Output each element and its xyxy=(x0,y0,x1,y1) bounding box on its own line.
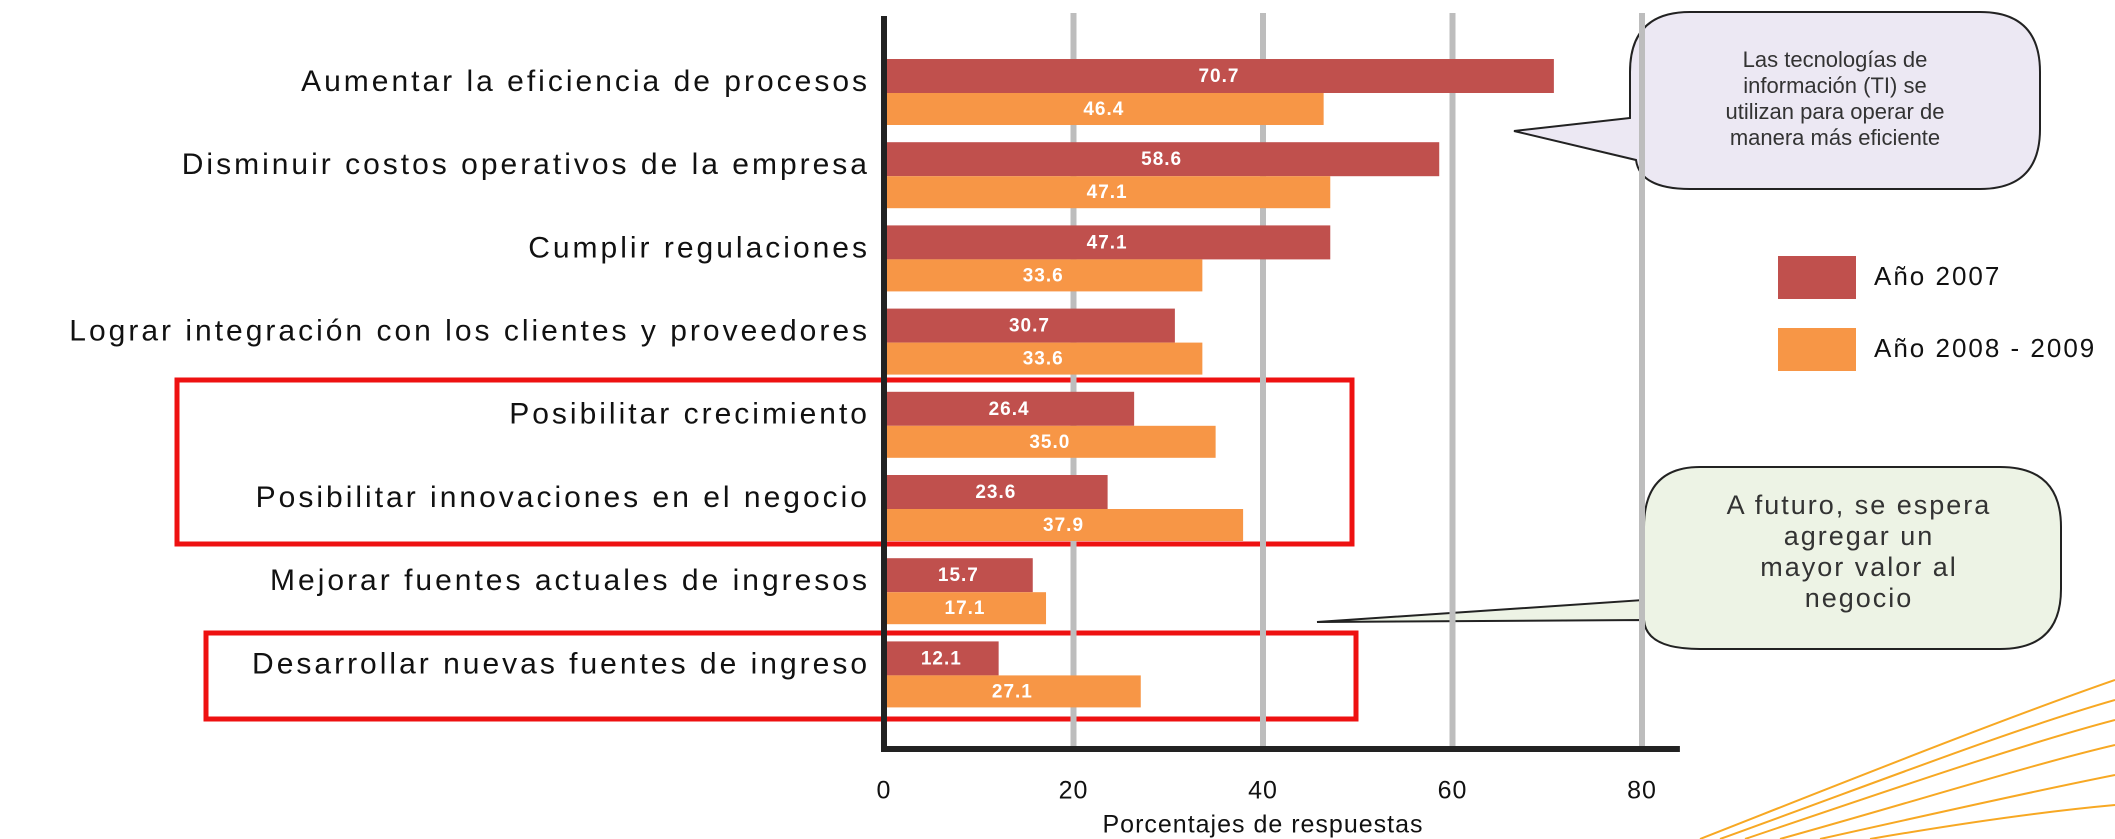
value-label: 70.7 xyxy=(1198,66,1239,87)
category-label: Posibilitar crecimiento xyxy=(509,398,870,431)
x-axis-title: Porcentajes de respuestas xyxy=(1102,811,1423,839)
legend-swatch xyxy=(1778,256,1856,299)
x-tick-label: 0 xyxy=(877,777,892,805)
value-label: 47.1 xyxy=(1087,232,1128,253)
value-label: 12.1 xyxy=(921,648,962,669)
legend-label: Año 2008 - 2009 xyxy=(1874,333,2096,363)
callout-text: Las tecnologías de xyxy=(1743,47,1928,72)
value-label: 33.6 xyxy=(1023,349,1064,370)
value-label: 47.1 xyxy=(1087,182,1128,203)
value-label: 30.7 xyxy=(1009,316,1050,337)
callout-text: A futuro, se espera xyxy=(1727,490,1992,520)
value-label: 17.1 xyxy=(945,598,986,619)
chart: 0 20 40 60 80 Porcentajes de respuestas Aument… xyxy=(0,0,2115,839)
category-label: Lograr integración con los clientes y pr… xyxy=(69,315,870,348)
value-label: 35.0 xyxy=(1029,432,1070,453)
legend-swatch xyxy=(1778,328,1856,371)
category-label: Cumplir regulaciones xyxy=(528,231,870,264)
value-label: 27.1 xyxy=(992,681,1033,702)
callout-text: manera más eficiente xyxy=(1730,125,1940,150)
value-label: 26.4 xyxy=(989,399,1030,420)
callout-text: mayor valor al xyxy=(1760,552,1958,582)
category-label: Posibilitar innovaciones en el negocio xyxy=(256,481,870,514)
category-label: Aumentar la eficiencia de procesos xyxy=(301,65,870,98)
category-label: Mejorar fuentes actuales de ingresos xyxy=(270,564,870,597)
x-tick-label: 40 xyxy=(1248,777,1278,805)
value-label: 58.6 xyxy=(1141,149,1182,170)
x-tick-label: 60 xyxy=(1438,777,1468,805)
category-label: Disminuir costos operativos de la empres… xyxy=(182,148,870,181)
x-tick-label: 80 xyxy=(1627,777,1657,805)
legend-label: Año 2007 xyxy=(1874,261,2001,291)
x-tick-label: 20 xyxy=(1059,777,1089,805)
decor xyxy=(1700,680,2115,839)
callout-text: utilizan para operar de xyxy=(1726,99,1945,124)
value-label: 33.6 xyxy=(1023,265,1064,286)
category-label: Desarrollar nuevas fuentes de ingreso xyxy=(252,647,870,680)
value-label: 46.4 xyxy=(1083,99,1124,120)
callout-text: información (TI) se xyxy=(1743,73,1926,98)
page: 0 20 40 60 80 Porcentajes de respuestas Aument… xyxy=(0,0,2115,839)
value-label: 15.7 xyxy=(938,565,979,586)
value-label: 37.9 xyxy=(1043,515,1084,536)
callout-text: agregar un xyxy=(1784,521,1935,551)
callout-text: negocio xyxy=(1805,583,1914,613)
value-label: 23.6 xyxy=(975,482,1016,503)
